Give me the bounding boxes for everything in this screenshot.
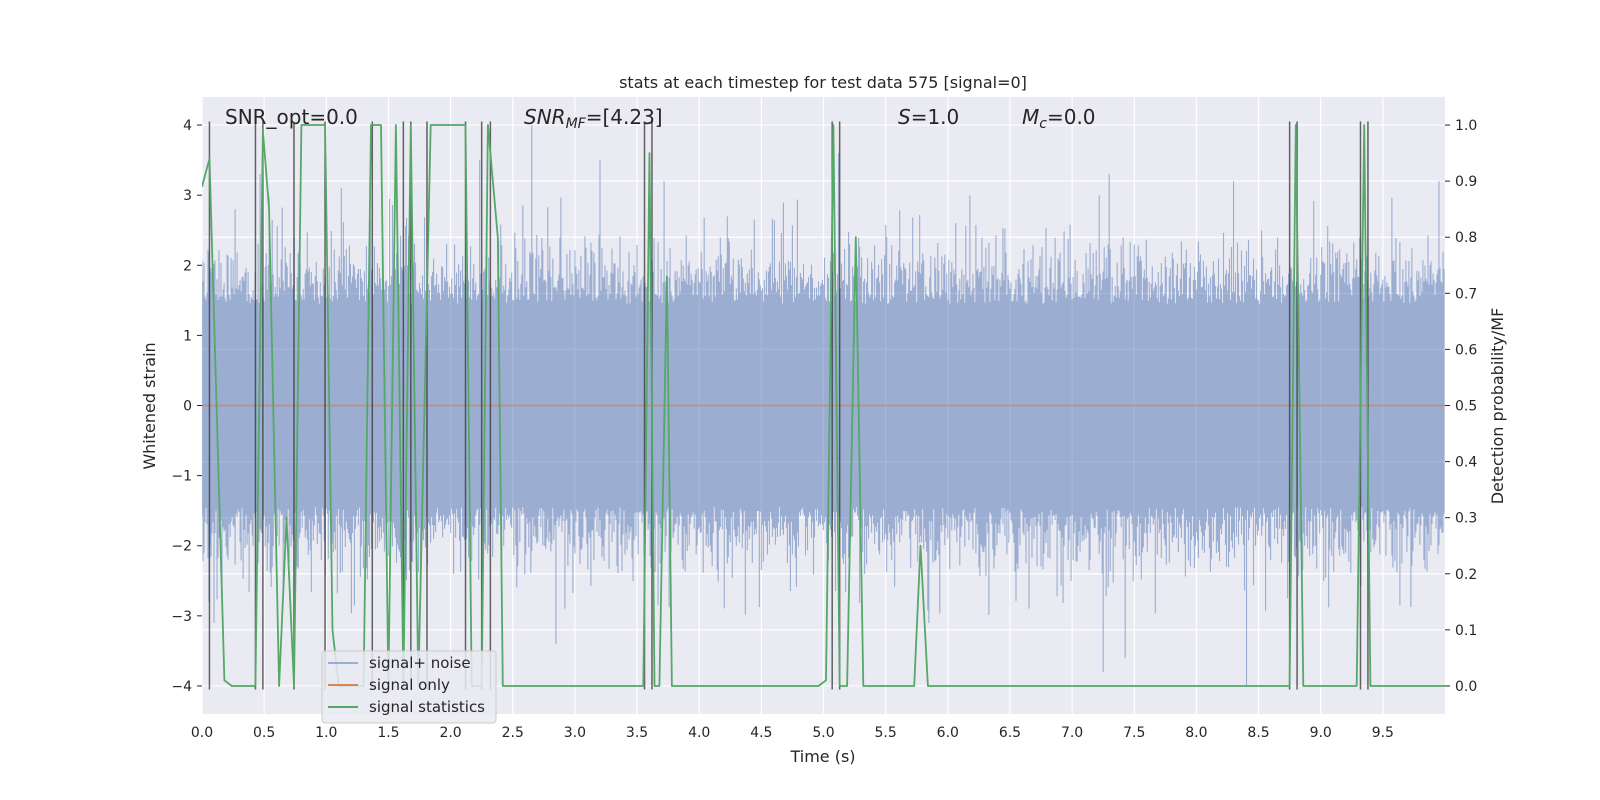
x-axis-ticks: 0.0 0.5 1.0 1.5 2.0 2.5 3.0 3.5 4.0 4.5 5.0 5.5 6.0 6… [191,725,1394,741]
y-left-tick-label: 1 [183,328,192,344]
noise-trace [202,125,1445,686]
x-tick-label: 8.0 [1185,725,1207,741]
x-tick-label: 1.0 [315,725,337,741]
y-left-tick-label: 0 [183,399,192,415]
legend-label-signal-only: signal only [369,676,450,694]
x-tick-label: 5.0 [812,725,834,741]
x-axis-label: Time (s) [789,747,855,766]
mc-subscript: c [1039,116,1047,132]
y-right-tick-label: 0.9 [1455,174,1477,190]
x-tick-label: 8.5 [1247,725,1269,741]
y-right-axis-ticks: 1.0 0.9 0.8 0.7 0.6 0.5 0.4 0.3 0.2 0.1 0.0 [1445,118,1477,695]
y-right-tick-label: 1.0 [1455,118,1477,134]
y-right-tick-label: 0.0 [1455,679,1477,695]
snr-mf-symbol: SNR [524,105,566,129]
y-left-tick-label: −2 [171,539,192,555]
y-left-axis-label: Whitened strain [140,342,159,469]
annotations: SNR_opt=0.0 SNRMF=[4.23] S=1.0 Mc=0.0 [225,105,1096,132]
y-left-axis-ticks: 4 3 2 1 0 −1 −2 −3 −4 [171,118,202,695]
x-tick-label: 5.5 [875,725,897,741]
x-tick-label: 2.0 [439,725,461,741]
y-left-tick-label: −4 [171,679,192,695]
legend-label-signal-statistics: signal statistics [369,698,485,716]
s-value: =1.0 [911,105,960,129]
y-right-axis-label-text: Detection probability/MF [1488,308,1507,505]
y-right-tick-label: 0.6 [1455,342,1477,358]
mc-symbol: M [1022,105,1039,129]
x-tick-label: 7.5 [1123,725,1145,741]
x-tick-label: 9.0 [1310,725,1332,741]
y-right-tick-label: 0.2 [1455,567,1477,583]
y-right-tick-label: 0.3 [1455,511,1477,527]
x-tick-label: 4.0 [688,725,710,741]
legend-box [321,650,497,724]
x-tick-label: 2.5 [502,725,524,741]
y-left-tick-label: 3 [183,188,192,204]
x-tick-label: 0.0 [191,725,213,741]
x-tick-label: 0.5 [253,725,275,741]
legend-label-signal-noise: signal+ noise [369,654,471,672]
y-right-tick-label: 0.5 [1455,399,1477,415]
s-symbol: S [898,105,911,129]
x-tick-label: 3.5 [626,725,648,741]
x-tick-label: 7.0 [1061,725,1083,741]
mc-value: =0.0 [1047,105,1096,129]
y-right-tick-label: 0.7 [1455,286,1477,302]
x-tick-label: 4.5 [750,725,772,741]
y-right-tick-label: 0.1 [1455,623,1477,639]
chart-title: stats at each timestep for test data 575… [619,73,1027,92]
series-signal-noise [202,125,1445,686]
annotation-mc: Mc=0.0 [1022,105,1096,132]
y-left-tick-label: −1 [171,469,192,485]
legend: signal+ noise signal only signal statist… [321,650,497,724]
y-right-tick-label: 0.8 [1455,230,1477,246]
annotation-snr-opt: SNR_opt=0.0 [225,105,358,129]
x-tick-label: 9.5 [1372,725,1394,741]
y-left-tick-label: 2 [183,258,192,274]
x-tick-label: 6.5 [999,725,1021,741]
x-tick-label: 1.5 [377,725,399,741]
annotation-s: S=1.0 [898,105,959,129]
y-left-tick-label: 4 [183,118,192,134]
y-right-tick-label: 0.4 [1455,455,1477,471]
snr-mf-value: =[4.23] [586,105,663,129]
annotation-snr-mf: SNRMF=[4.23] [524,105,663,132]
y-left-tick-label: −3 [171,609,192,625]
signal-statistics-line [202,124,1445,687]
snr-mf-subscript: MF [566,116,587,132]
x-tick-label: 3.0 [564,725,586,741]
series-signal-statistics [202,124,1445,687]
x-tick-label: 6.0 [937,725,959,741]
